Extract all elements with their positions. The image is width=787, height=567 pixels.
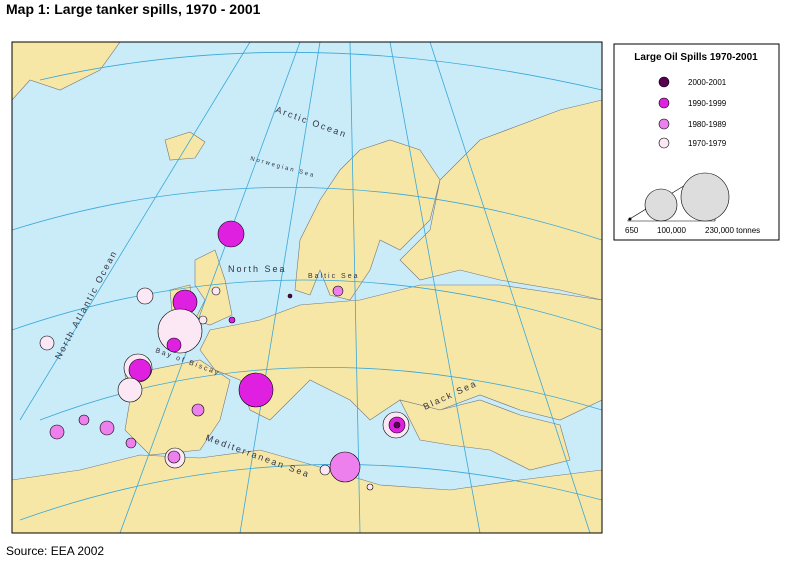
size-label: 650: [625, 226, 639, 235]
land: [12, 42, 602, 533]
legend-item: 2000-2001: [688, 78, 727, 87]
map-frame: [11, 41, 603, 534]
title: Map 1: Large tanker spills, 1970 - 2001: [6, 1, 261, 17]
graticule: [12, 42, 602, 533]
size-label: 100,000: [657, 226, 686, 235]
map-label: Baltic Sea: [308, 273, 360, 280]
legend: Large Oil Spills 1970-2001 2000-2001 199…: [613, 43, 780, 241]
map: Arctic Ocean North Atlantic Ocean Norweg…: [12, 42, 602, 533]
legend-title: Large Oil Spills 1970-2001: [634, 52, 758, 63]
legend-item: 1970-1979: [688, 139, 727, 148]
legend-item: 1990-1999: [688, 99, 727, 108]
source: Source: EEA 2002: [6, 544, 104, 558]
legend-item: 1980-1989: [688, 120, 727, 129]
size-label: 230,000 tonnes: [705, 226, 760, 235]
map-label: North Sea: [228, 264, 287, 274]
spills: [39, 220, 410, 491]
